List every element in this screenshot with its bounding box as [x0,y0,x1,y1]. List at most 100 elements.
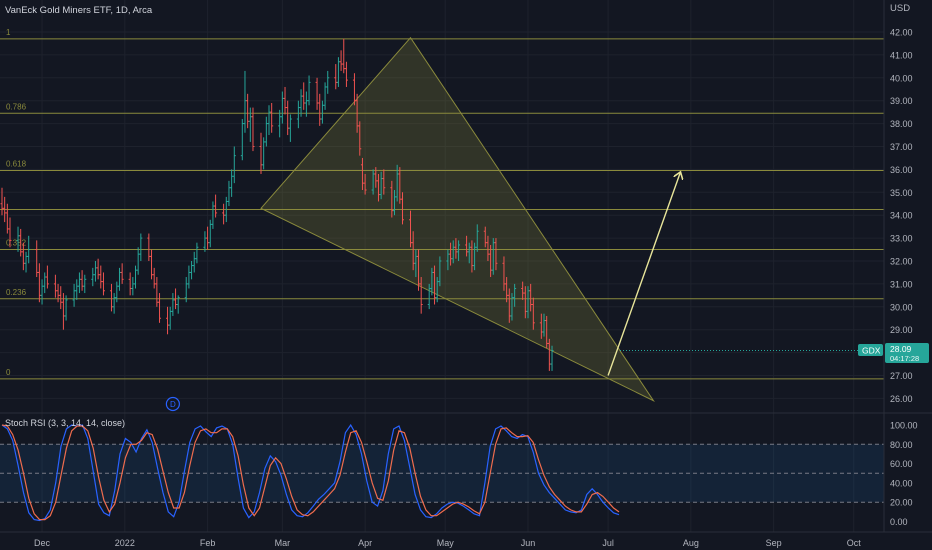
candle [101,272,105,296]
x-tick-label: Aug [683,538,699,548]
candle [117,267,121,291]
fib-level-label: 0.236 [6,288,27,297]
candle [315,77,319,110]
rsi-y-tick-label: 0.00 [890,517,908,527]
candle [438,256,442,287]
y-tick-label: 36.00 [890,165,913,175]
price-badge-bg [885,343,929,363]
y-tick-label: 38.00 [890,119,913,129]
candle [240,119,244,161]
candle [401,192,404,225]
candle [155,277,159,307]
candle [288,114,292,142]
candle [286,100,290,136]
candle [320,100,324,124]
candle [176,295,180,314]
chart-grid [0,0,884,532]
fib-level-label: 0.382 [6,239,27,248]
candle [214,194,218,218]
y-tick-label: 32.00 [890,257,913,267]
candle [195,242,199,264]
candle [27,235,31,264]
candle [550,345,554,371]
x-tick-label: Jul [602,538,614,548]
candle [99,265,103,289]
rsi-y-tick-label: 100.00 [890,421,918,431]
candle [35,240,39,278]
candle [171,293,175,316]
candle [192,251,196,273]
wedge-drawing[interactable] [260,36,655,402]
candle [302,82,306,110]
candle [152,267,156,289]
fib-level-label: 0.618 [6,160,27,169]
ticker-badge-bg [858,344,883,356]
stoch-rsi-pane[interactable] [0,423,884,522]
candle [83,274,87,294]
candle [227,180,231,207]
candle [318,93,322,126]
candle [80,270,84,291]
candle [251,107,255,152]
stoch-rsi-title: Stoch RSI (3, 3, 14, 14, close) [5,418,125,428]
candle [187,265,191,289]
candle [53,274,57,298]
wedge-triangle[interactable] [260,36,655,402]
rsi-y-tick-label: 40.00 [890,478,913,488]
x-tick-label: Oct [847,538,862,548]
y-tick-label: 30.00 [890,302,913,312]
candle [5,203,9,234]
rsi-y-tick-label: 60.00 [890,459,913,469]
candle [267,105,271,136]
fib-level-label: 1 [6,28,11,37]
fib-level-label: 0 [6,368,11,377]
y-tick-label: 40.00 [890,73,913,83]
y-tick-label: 39.00 [890,96,913,106]
x-tick-label: 2022 [115,538,135,548]
candle [72,283,76,307]
candle [134,265,137,289]
candle [120,263,124,284]
y-tick-label: 34.00 [890,211,913,221]
candlestick-series [0,38,554,371]
candle [208,219,212,248]
candle [531,297,535,330]
symbol-title: VanEck Gold Miners ETF, 1D, Arca [5,5,153,16]
candle [64,295,68,321]
candle [259,132,263,174]
chart-overlay: D [165,173,884,412]
candle [363,173,367,195]
candle [43,272,47,294]
y-tick-label: 35.00 [890,188,913,198]
y-tick-label: 37.00 [890,142,913,152]
stoch-d-line [1,424,620,521]
candle [334,64,338,90]
ticker-badge: GDX [862,346,881,356]
x-tick-label: Jun [521,538,536,548]
candle [139,233,143,261]
projection-arrow[interactable] [607,173,680,376]
candle [494,238,498,271]
x-tick-label: Mar [275,538,291,548]
y-tick-label: 33.00 [890,234,913,244]
dividend-marker[interactable] [165,396,180,412]
y-tick-label: 42.00 [890,28,913,38]
candle [326,70,330,94]
candle [262,137,266,170]
candle [270,102,274,133]
candle [342,38,346,74]
fib-level-label: 0.786 [6,102,27,111]
stoch-k-line [1,423,620,522]
candle [24,251,28,273]
candle [77,272,81,294]
last-price: 28.09 [890,344,912,354]
x-tick-label: Sep [766,538,782,548]
candle [344,61,348,87]
fibonacci-retracement[interactable]: 1 0.786 0.618 0.382 0.236 0 [0,28,884,380]
candle [339,50,343,71]
bar-countdown: 04:17:28 [890,354,919,363]
candle [150,249,154,280]
candle [222,203,226,225]
rsi-y-tick-label: 80.00 [890,440,913,450]
